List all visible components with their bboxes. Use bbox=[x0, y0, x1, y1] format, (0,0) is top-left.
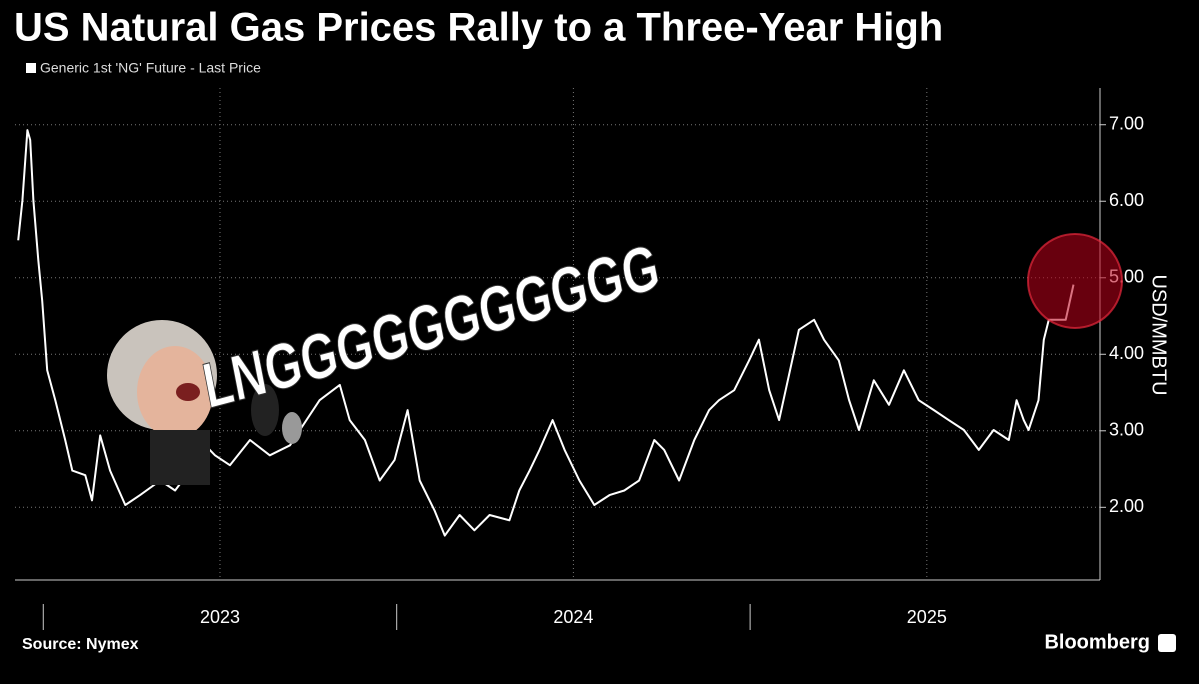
y-axis-label: USD/MMBTU bbox=[1148, 274, 1170, 395]
y-tick-label: 2.00 bbox=[1109, 496, 1144, 516]
mouth bbox=[176, 383, 200, 401]
brand-icon bbox=[1158, 634, 1176, 652]
chart-title: US Natural Gas Prices Rally to a Three-Y… bbox=[14, 6, 943, 50]
y-tick-label: 6.00 bbox=[1109, 190, 1144, 210]
highlight-circle bbox=[1027, 233, 1123, 329]
meme-figure bbox=[107, 320, 302, 485]
y-tick-label: 7.00 bbox=[1109, 113, 1144, 133]
brand: Bloomberg bbox=[1044, 631, 1150, 653]
hand bbox=[251, 384, 279, 436]
y-tick-label: 4.00 bbox=[1109, 343, 1144, 363]
line-series bbox=[17, 129, 1075, 537]
legend-swatch bbox=[26, 63, 36, 73]
source: Source: Nymex bbox=[22, 636, 139, 653]
legend-label: Generic 1st 'NG' Future - Last Price bbox=[40, 60, 261, 76]
x-tick-label: 2024 bbox=[553, 607, 593, 627]
face bbox=[137, 346, 213, 438]
shoulder bbox=[150, 430, 210, 485]
x-tick-label: 2023 bbox=[200, 607, 240, 627]
watch bbox=[282, 412, 302, 444]
x-tick-label: 2025 bbox=[907, 607, 947, 627]
y-tick-label: 3.00 bbox=[1109, 420, 1144, 440]
